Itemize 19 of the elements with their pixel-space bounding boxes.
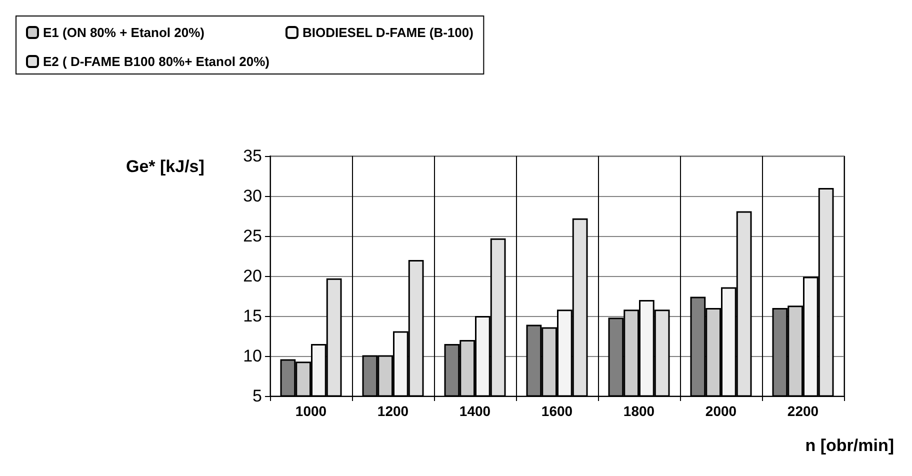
x-tick-label: 1800 — [623, 403, 655, 419]
x-tick-label: 2000 — [705, 403, 737, 419]
y-axis-title: Ge* [kJ/s] — [126, 157, 204, 176]
x-tick-label: 1400 — [459, 403, 491, 419]
x-axis-title: n [obr/min] — [805, 436, 894, 455]
y-tick-label: 5 — [252, 386, 262, 406]
legend-label: E1 (ON 80% + Etanol 20%) — [43, 25, 204, 40]
x-tick-label: 1000 — [295, 403, 327, 419]
y-tick-label: 25 — [243, 226, 262, 246]
x-tick-label: 1600 — [541, 403, 573, 419]
legend-label: E2 ( D-FAME B100 80%+ Etanol 20%) — [43, 54, 270, 69]
y-tick-label: 30 — [243, 186, 262, 206]
y-tick-label: 20 — [243, 266, 262, 286]
y-tick-label: 35 — [243, 146, 262, 166]
y-tick-label: 15 — [243, 306, 262, 326]
y-tick-label: 10 — [243, 346, 262, 366]
x-tick-label: 1200 — [377, 403, 409, 419]
legend-label: BIODIESEL D-FAME (B-100) — [302, 25, 474, 40]
x-tick-label: 2200 — [787, 403, 819, 419]
